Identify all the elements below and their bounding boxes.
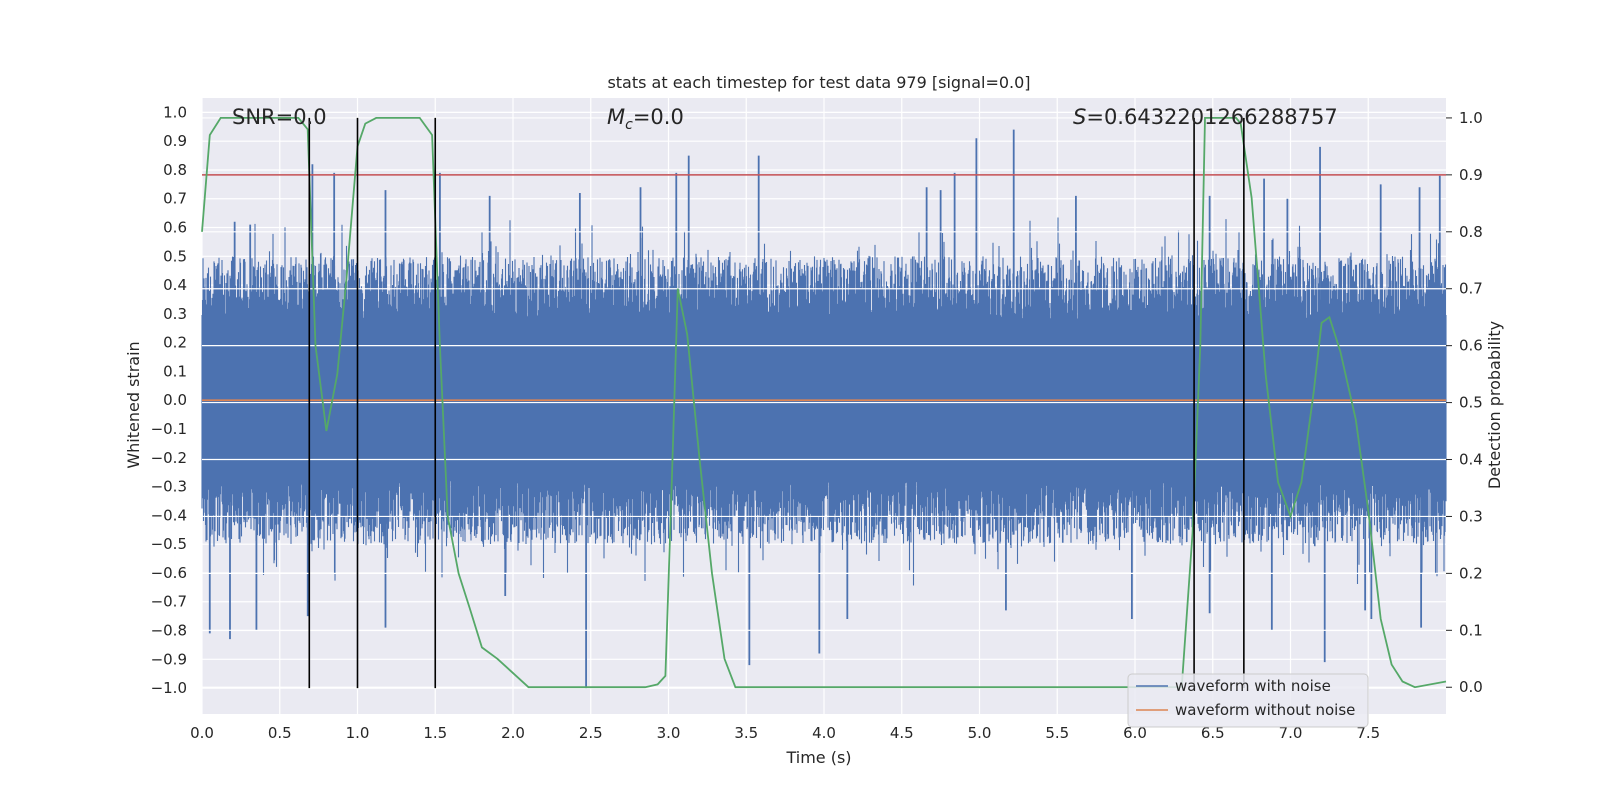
x-axis-label: Time (s) — [785, 748, 851, 767]
y-tick-label: 0.8 — [163, 161, 187, 179]
mc-value: =0.0 — [633, 105, 684, 129]
y2-tick-label: 0.3 — [1459, 507, 1483, 525]
y-tick-label: 1.0 — [163, 103, 187, 121]
noise-waveform — [201, 217, 1447, 586]
y2-axis-label: Detection probability — [1485, 321, 1504, 489]
x-tick-label: 2.5 — [579, 724, 603, 742]
x-tick-label: 0.5 — [268, 724, 292, 742]
y-tick-label: 0.5 — [163, 247, 187, 265]
y-axis-label: Whitened strain — [124, 341, 143, 468]
x-axis-ticks: 0.0 0.5 1.0 1.5 2.0 2.5 3.0 3.5 4.0 4.5 5.0 5.5 6.0 6… — [190, 724, 1380, 742]
y2-tick-label: 0.4 — [1459, 451, 1483, 469]
x-tick-label: 3.0 — [657, 724, 681, 742]
s-value: =0.6432201266288757 — [1086, 105, 1337, 129]
y-tick-label: 0.2 — [163, 334, 187, 352]
y-tick-label: −0.1 — [151, 420, 187, 438]
y-tick-label: −0.3 — [151, 478, 187, 496]
x-tick-label: 0.0 — [190, 724, 214, 742]
y-tick-label: 0.6 — [163, 219, 187, 237]
y-axis-ticks: 1.0 0.9 0.8 0.7 0.6 0.5 0.4 0.3 0.2 0.1 0.0 −0.1 −0.… — [151, 103, 187, 697]
y-tick-label: 0.9 — [163, 132, 187, 150]
y2-tick-label: 0.2 — [1459, 564, 1483, 582]
y-tick-label: −0.7 — [151, 593, 187, 611]
y-tick-label: 0.3 — [163, 305, 187, 323]
y-tick-label: 0.4 — [163, 276, 187, 294]
legend-label-noise: waveform with noise — [1175, 677, 1331, 695]
mc-subscript: c — [625, 117, 633, 133]
x-tick-label: 7.0 — [1279, 724, 1303, 742]
y-tick-label: −0.4 — [151, 506, 187, 524]
snr-annotation: SNR=0.0 — [232, 105, 327, 129]
chirp-mass-annotation: Mc=0.0 — [607, 105, 684, 133]
series-layer — [201, 117, 1447, 689]
x-tick-label: 1.5 — [423, 724, 447, 742]
legend-label-clean: waveform without noise — [1175, 701, 1355, 719]
x-tick-label: 5.0 — [968, 724, 992, 742]
y-tick-label: −0.2 — [151, 449, 187, 467]
statistic-annotation: S=0.6432201266288757 — [1073, 105, 1338, 129]
y-tick-label: −0.8 — [151, 622, 187, 640]
y-tick-label: −1.0 — [151, 679, 187, 697]
y2-tick-label: 1.0 — [1459, 109, 1483, 127]
y-tick-label: −0.6 — [151, 564, 187, 582]
y-tick-label: −0.9 — [151, 650, 187, 668]
x-tick-label: 6.5 — [1201, 724, 1225, 742]
mc-symbol: M — [607, 105, 625, 129]
legend-box — [1127, 673, 1369, 728]
noise-series — [201, 117, 1447, 689]
y2-tick-label: 0.9 — [1459, 166, 1483, 184]
x-tick-label: 1.0 — [346, 724, 370, 742]
y-tick-label: −0.5 — [151, 535, 187, 553]
x-tick-label: 4.0 — [812, 724, 836, 742]
s-symbol: S — [1073, 105, 1086, 129]
y2-tick-label: 0.1 — [1459, 621, 1483, 639]
y2-tick-label: 0.0 — [1459, 678, 1483, 696]
x-tick-label: 6.0 — [1123, 724, 1147, 742]
y2-tick-label: 0.6 — [1459, 337, 1483, 355]
y-tick-label: 0.7 — [163, 190, 187, 208]
x-tick-label: 5.5 — [1045, 724, 1069, 742]
detection-probability-line — [201, 117, 1447, 689]
x-tick-label: 3.5 — [734, 724, 758, 742]
y2-tick-label: 0.7 — [1459, 280, 1483, 298]
y-tick-label: 0.0 — [163, 391, 187, 409]
x-tick-label: 4.5 — [890, 724, 914, 742]
x-tick-label: 7.5 — [1356, 724, 1380, 742]
y2-tick-label: 0.5 — [1459, 394, 1483, 412]
y2-tick-label: 0.8 — [1459, 223, 1483, 241]
chart-title: stats at each timestep for test data 979… — [607, 73, 1030, 92]
y2-axis-ticks: 0.0 0.1 0.2 0.3 0.4 0.5 0.6 0.7 0.8 0.9 1.0 — [1446, 109, 1483, 696]
y-tick-label: 0.1 — [163, 362, 187, 380]
x-tick-label: 2.0 — [501, 724, 525, 742]
legend: waveform with noise waveform without noi… — [1127, 673, 1369, 728]
